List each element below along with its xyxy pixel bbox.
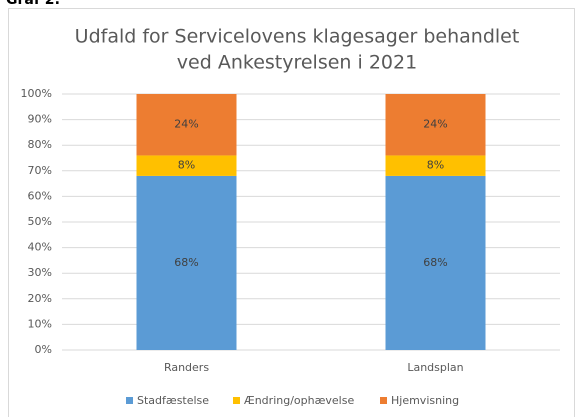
y-tick-label: 40% xyxy=(28,241,52,254)
data-label: 68% xyxy=(423,256,447,269)
legend-swatch xyxy=(380,397,387,404)
data-label: 24% xyxy=(174,118,198,131)
data-label: 68% xyxy=(174,256,198,269)
y-tick-label: 100% xyxy=(21,87,52,100)
caption: Graf 2: xyxy=(6,0,60,8)
y-tick-label: 50% xyxy=(28,215,52,228)
y-tick-label: 60% xyxy=(28,189,52,202)
legend-label: Stadfæstelse xyxy=(137,394,209,407)
y-tick-label: 30% xyxy=(28,266,52,279)
chart-frame xyxy=(8,8,575,417)
legend-label: Hjemvisning xyxy=(391,394,459,407)
x-tick-label: Randers xyxy=(164,361,209,374)
chart-title: Udfald for Servicelovens klagesager beha… xyxy=(75,26,520,48)
x-tick-label: Landsplan xyxy=(407,361,463,374)
data-label: 8% xyxy=(427,159,444,172)
y-tick-label: 70% xyxy=(28,164,52,177)
bar-segment xyxy=(385,155,486,176)
y-tick-label: 10% xyxy=(28,317,52,330)
legend-swatch xyxy=(233,397,240,404)
bar-segment xyxy=(385,175,486,350)
data-label: 8% xyxy=(178,159,195,172)
bar-segment xyxy=(136,155,237,176)
y-tick-label: 80% xyxy=(28,138,52,151)
y-tick-label: 90% xyxy=(28,113,52,126)
bar-segment xyxy=(136,175,237,350)
y-tick-label: 0% xyxy=(35,343,52,356)
legend-swatch xyxy=(126,397,133,404)
data-label: 24% xyxy=(423,118,447,131)
legend-label: Ændring/ophævelse xyxy=(244,394,354,407)
bar-segment xyxy=(385,94,486,156)
y-tick-label: 20% xyxy=(28,292,52,305)
bar-segment xyxy=(136,94,237,156)
chart-title: ved Ankestyrelsen i 2021 xyxy=(177,52,417,74)
